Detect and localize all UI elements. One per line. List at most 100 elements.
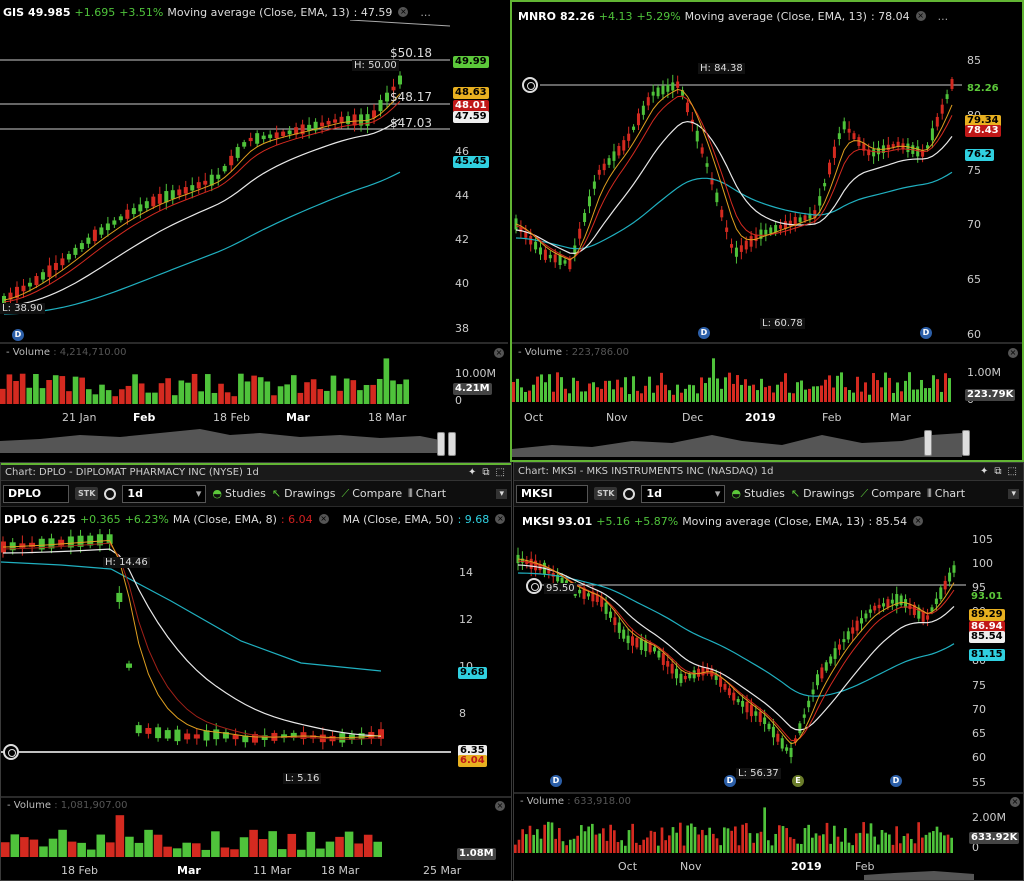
pin-icon[interactable]: ✦ <box>468 467 477 478</box>
link-icon[interactable] <box>104 487 117 500</box>
volume-bar <box>532 834 535 853</box>
volume-bar <box>335 836 344 857</box>
navigator-handle-right[interactable] <box>448 432 456 456</box>
volume-bar <box>774 833 777 853</box>
chart-panel-dplo[interactable]: Chart: DPLO - DIPLOMAT PHARMACY INC (NYS… <box>0 462 512 881</box>
candle-body <box>310 735 317 739</box>
dividend-d-icon[interactable]: D <box>698 327 710 339</box>
candle-body <box>767 723 771 730</box>
detach-icon[interactable]: ⧉ <box>994 466 1002 477</box>
close-study-icon[interactable]: × <box>915 11 926 21</box>
detach-icon[interactable]: ⧉ <box>482 467 490 478</box>
volume-bar <box>344 831 354 857</box>
close-volume-icon[interactable]: × <box>1010 797 1020 807</box>
pane-divider[interactable] <box>1 796 511 798</box>
volume-bar <box>277 849 287 857</box>
window-titlebar[interactable]: Chart: MKSI - MKS INSTRUMENTS INC (NASDA… <box>514 463 1023 481</box>
volume-bar <box>872 373 875 402</box>
candle-body <box>524 231 528 238</box>
price-chart[interactable]: 46 44 42 40 38 <box>0 20 508 360</box>
y-tick: 85 <box>967 54 981 67</box>
popout-icon[interactable]: ⬚ <box>495 467 505 478</box>
volume-bar <box>552 391 555 402</box>
alert-bell-icon[interactable] <box>3 744 19 760</box>
candle-body <box>764 229 768 235</box>
dividend-d-icon[interactable]: D <box>920 327 932 339</box>
candle-body <box>320 122 325 127</box>
volume-bar <box>616 842 620 853</box>
volume-bar <box>811 837 814 853</box>
volume-bar <box>873 836 876 853</box>
drawings-button[interactable]: ↖ Drawings <box>791 487 855 500</box>
pin-icon[interactable]: ✦ <box>980 466 989 477</box>
more-icon[interactable]: ... <box>937 9 949 23</box>
chart-panel-gis[interactable]: GIS 49.985 +1.695 +3.51% Moving average … <box>0 0 508 462</box>
volume-bar <box>701 829 704 853</box>
symbol-input[interactable]: DPLO <box>3 484 69 503</box>
ema-50-line <box>515 171 953 250</box>
window-titlebar[interactable]: Chart: DPLO - DIPLOMAT PHARMACY INC (NYS… <box>1 463 511 481</box>
candle-body <box>339 116 344 124</box>
drawings-button[interactable]: ↖ Drawings <box>272 487 336 500</box>
candle-body <box>829 656 833 664</box>
pane-divider[interactable] <box>0 342 508 344</box>
dividend-d-icon[interactable]: D <box>12 329 24 341</box>
volume-bar <box>258 839 268 857</box>
volume-bar <box>628 394 631 402</box>
price-chart[interactable]: 85 80 75 70 65 60 <box>512 24 1022 344</box>
candle-body <box>837 133 841 140</box>
compare-button[interactable]: ⟋ Compare <box>861 487 922 501</box>
candle-body <box>934 598 938 605</box>
volume-bar <box>708 377 711 402</box>
interval-select[interactable]: 1d ▾ <box>122 484 207 503</box>
studies-button[interactable]: ◓ Studies <box>731 487 784 500</box>
chart-button[interactable]: ⫴ Chart <box>408 487 446 501</box>
x-tick: Mar <box>890 411 911 424</box>
volume-bar <box>249 829 258 857</box>
price-chart[interactable]: 14 12 10 8 <box>1 529 511 799</box>
compare-button[interactable]: ⟋ Compare <box>342 487 403 501</box>
close-study-icon[interactable]: × <box>913 516 924 526</box>
chart-button[interactable]: ⫴ Chart <box>927 487 965 501</box>
dividend-d-icon[interactable]: D <box>724 775 736 787</box>
more-icon[interactable]: ... <box>420 5 431 19</box>
interval-select[interactable]: 1d ▾ <box>641 484 726 503</box>
popout-icon[interactable]: ⬚ <box>1007 466 1017 477</box>
close-volume-icon[interactable]: × <box>1008 348 1018 358</box>
close-study-icon[interactable]: × <box>398 7 409 17</box>
navigator-handle-right[interactable] <box>962 430 970 456</box>
volume-bar <box>556 372 559 402</box>
close-volume-icon[interactable]: × <box>495 801 505 811</box>
dividend-d-icon[interactable]: D <box>550 775 562 787</box>
pane-divider[interactable] <box>512 342 1022 344</box>
dividend-d-icon[interactable]: D <box>890 775 902 787</box>
symbol-input[interactable]: MKSI <box>516 484 588 503</box>
volume-bar <box>636 390 639 402</box>
close-volume-icon[interactable]: × <box>494 348 504 358</box>
price-chart[interactable]: 105 100 95 90 85 80 75 70 65 60 55 <box>514 529 1024 799</box>
link-icon[interactable] <box>623 487 636 500</box>
alert-bell-icon[interactable] <box>522 77 538 93</box>
close-study-icon[interactable]: × <box>495 514 506 524</box>
x-tick: Dec <box>682 411 703 424</box>
menu-dropdown-icon[interactable]: ▾ <box>496 488 507 499</box>
pane-divider[interactable] <box>514 792 1023 794</box>
candle-body <box>164 730 171 739</box>
earnings-e-icon[interactable]: E <box>792 775 804 787</box>
candle-body <box>771 726 775 738</box>
chart-panel-mksi[interactable]: Chart: MKSI - MKS INSTRUMENTS INC (NASDA… <box>513 462 1024 881</box>
menu-dropdown-icon[interactable]: ▾ <box>1008 488 1019 499</box>
close-study-icon[interactable]: × <box>318 514 329 524</box>
security-type-badge[interactable]: STK <box>75 487 99 500</box>
studies-label: Studies <box>225 487 266 500</box>
navigator-handle-left[interactable] <box>437 432 445 456</box>
chart-panel-mnro[interactable]: MNRO 82.26 +4.13 +5.29% Moving average (… <box>510 0 1024 462</box>
alert-bell-icon[interactable] <box>526 578 542 594</box>
studies-button[interactable]: ◓ Studies <box>212 487 265 500</box>
security-type-badge[interactable]: STK <box>594 487 618 500</box>
volume-bar <box>668 835 671 853</box>
navigator-handle-left[interactable] <box>924 430 932 456</box>
symbol-label: DPLO <box>4 512 38 526</box>
volume-bar <box>833 825 836 853</box>
volume-bar <box>692 385 695 402</box>
